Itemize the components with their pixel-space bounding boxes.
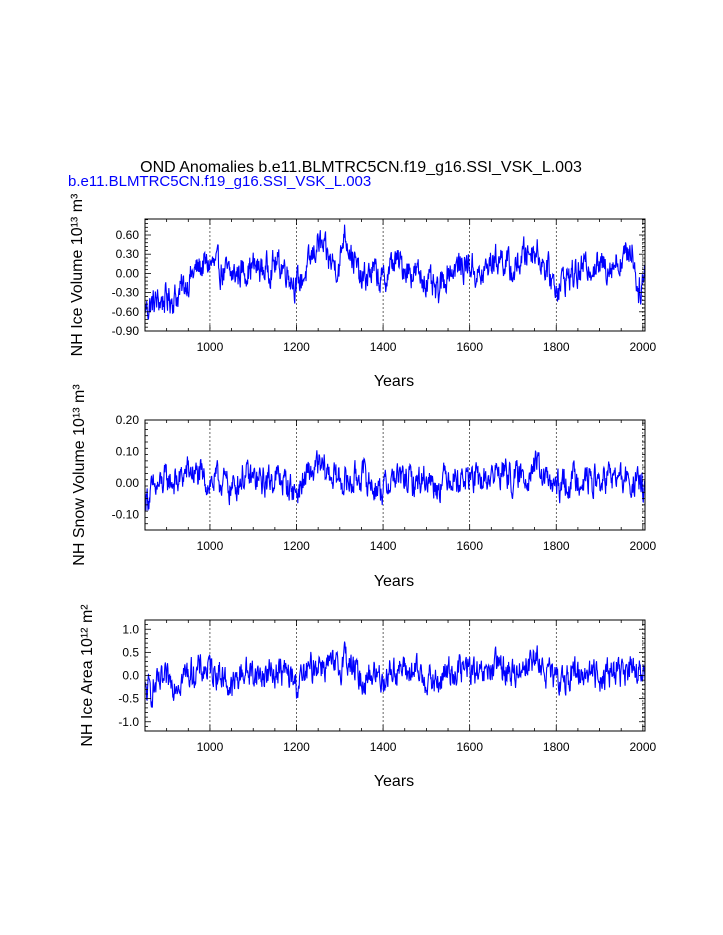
x-tick-label: 1600: [456, 539, 483, 553]
y-tick-label: -0.10: [112, 507, 140, 521]
panel-ice-volume: 1000 1200 1400 1600 1800 2000 -0.90 -0.60 -0.30 0…: [69, 193, 657, 390]
x-tick-label: 1800: [543, 539, 570, 553]
y-axis-label: NH Ice Volume 10¹³ m³: [69, 193, 86, 356]
plot-frame: [144, 218, 646, 332]
panel-snow-volume: 1000 1200 1400 1600 1800 2000 -0.10 0.00 0.10 0.2…: [71, 384, 657, 590]
y-tick-label: 0.10: [116, 444, 140, 458]
x-axis-label: Years: [374, 573, 414, 590]
y-tick-label: 0.5: [122, 645, 139, 659]
x-tick-label: 1200: [283, 539, 310, 553]
x-tick-label: 1600: [456, 740, 483, 754]
figure-subtitle: b.e11.BLMTRC5CN.f19_g16.SSI_VSK_L.003: [68, 173, 371, 190]
y-tick-label: -0.90: [112, 324, 140, 338]
x-tick-label: 1400: [370, 539, 397, 553]
x-tick-label: 1800: [543, 740, 570, 754]
y-axis-label: NH Snow Volume 10¹³ m³: [71, 384, 88, 566]
series-line: [144, 450, 646, 511]
x-tick-label: 1000: [197, 740, 224, 754]
series-line: [144, 641, 646, 708]
y-tick-label: 0.30: [116, 247, 140, 261]
figure-title: OND Anomalies b.e11.BLMTRC5CN.f19_g16.SS…: [140, 159, 582, 176]
x-tick-label: 1800: [543, 340, 570, 354]
y-axis-label: NH Ice Area 10¹² m²: [79, 604, 96, 747]
x-tick-label: 1000: [197, 539, 224, 553]
plot-frame: [144, 419, 646, 531]
panel-ice-area: 1000 1200 1400 1600 1800 2000 -1.0 -0.5 0.0 0.5 1.…: [79, 604, 657, 790]
x-tick-label: 1200: [283, 740, 310, 754]
y-tick-label: 1.0: [122, 622, 139, 636]
y-tick-label: 0.0: [122, 669, 139, 683]
x-tick-label: 1400: [370, 740, 397, 754]
x-axis-label: Years: [374, 773, 414, 790]
x-tick-label: 1000: [197, 340, 224, 354]
x-tick-label: 1400: [370, 340, 397, 354]
x-tick-label: 1200: [283, 340, 310, 354]
y-tick-label: 0.00: [116, 266, 140, 280]
y-tick-label: -0.5: [118, 692, 139, 706]
y-tick-label: 0.60: [116, 228, 140, 242]
series-line: [144, 224, 646, 320]
x-tick-label: 2000: [629, 740, 656, 754]
x-axis-label: Years: [374, 373, 414, 390]
x-tick-label: 2000: [629, 340, 656, 354]
x-tick-label: 2000: [629, 539, 656, 553]
y-tick-label: 0.00: [116, 476, 140, 490]
x-tick-label: 1600: [456, 340, 483, 354]
y-tick-label: -0.30: [112, 286, 140, 300]
y-tick-label: 0.20: [116, 413, 140, 427]
y-tick-label: -0.60: [112, 305, 140, 319]
y-tick-label: -1.0: [118, 715, 139, 729]
